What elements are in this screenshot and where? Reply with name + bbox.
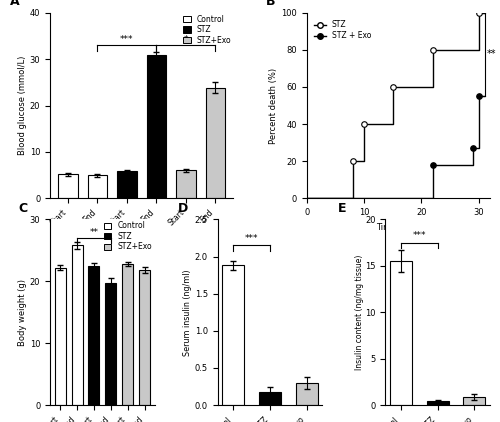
Bar bbox=[147, 55, 166, 198]
Text: C: C bbox=[18, 202, 28, 215]
Text: D: D bbox=[178, 202, 188, 215]
Bar bbox=[176, 170, 196, 198]
Text: A: A bbox=[10, 0, 20, 8]
Bar bbox=[88, 175, 107, 198]
Text: ***: *** bbox=[120, 35, 134, 44]
Bar bbox=[58, 174, 78, 198]
Bar bbox=[72, 246, 83, 405]
Y-axis label: Serum insulin (ng/ml): Serum insulin (ng/ml) bbox=[183, 269, 192, 356]
Text: ***: *** bbox=[412, 231, 426, 240]
Y-axis label: Blood glucose (mmol/L): Blood glucose (mmol/L) bbox=[18, 56, 27, 155]
Bar bbox=[426, 401, 448, 405]
X-axis label: Time (day): Time (day) bbox=[376, 223, 421, 232]
Bar bbox=[464, 397, 485, 405]
Bar bbox=[55, 268, 66, 405]
Text: B: B bbox=[266, 0, 276, 8]
Text: **: ** bbox=[90, 228, 98, 237]
Legend: Control, STZ, STZ+Exo: Control, STZ, STZ+Exo bbox=[183, 15, 232, 45]
Bar bbox=[139, 270, 150, 405]
Legend: STZ, STZ + Exo: STZ, STZ + Exo bbox=[314, 20, 371, 41]
Bar bbox=[122, 264, 133, 405]
Legend: Control, STZ, STZ+Exo: Control, STZ, STZ+Exo bbox=[104, 222, 152, 252]
Bar bbox=[259, 392, 281, 405]
Bar bbox=[88, 266, 100, 405]
Text: *: * bbox=[184, 35, 188, 44]
Text: **: ** bbox=[487, 49, 496, 60]
Y-axis label: Percent death (%): Percent death (%) bbox=[270, 68, 278, 143]
Text: E: E bbox=[338, 202, 346, 215]
Y-axis label: Body weight (g): Body weight (g) bbox=[18, 279, 27, 346]
Bar bbox=[296, 383, 318, 405]
Bar bbox=[118, 171, 137, 198]
Bar bbox=[206, 88, 225, 198]
Bar bbox=[106, 283, 117, 405]
Bar bbox=[390, 261, 412, 405]
Text: ***: *** bbox=[245, 234, 258, 243]
Y-axis label: Insulin content (ng/mg tissue): Insulin content (ng/mg tissue) bbox=[354, 254, 364, 370]
Bar bbox=[222, 265, 244, 405]
